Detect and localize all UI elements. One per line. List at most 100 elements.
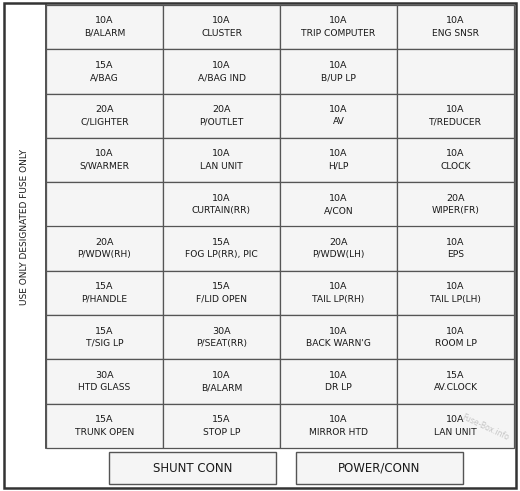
Text: CURTAIN(RR): CURTAIN(RR) (192, 206, 251, 215)
Text: WIPER(FR): WIPER(FR) (432, 206, 479, 215)
Bar (280, 315, 397, 359)
Text: T/REDUCER: T/REDUCER (429, 117, 482, 127)
Text: 15A: 15A (212, 238, 231, 247)
Text: DR LP: DR LP (325, 383, 352, 392)
Text: 20A: 20A (95, 238, 114, 247)
Bar (46, 271, 163, 315)
Text: B/ALARM: B/ALARM (84, 29, 125, 38)
Bar (46, 5, 163, 49)
Text: 20A: 20A (95, 105, 114, 114)
Bar (280, 404, 397, 448)
Text: 20A: 20A (212, 105, 231, 114)
Text: 10A: 10A (212, 61, 231, 70)
Text: AV.CLOCK: AV.CLOCK (434, 383, 477, 392)
Text: 15A: 15A (446, 371, 465, 380)
Text: 20A: 20A (329, 238, 348, 247)
Bar (280, 94, 397, 138)
Bar (397, 5, 514, 49)
Text: TRIP COMPUTER: TRIP COMPUTER (302, 29, 375, 38)
Bar (109, 452, 276, 484)
Text: BACK WARN'G: BACK WARN'G (306, 339, 371, 348)
Text: 10A: 10A (212, 371, 231, 380)
Text: AV: AV (333, 117, 344, 127)
Bar (163, 315, 280, 359)
Text: 15A: 15A (95, 61, 114, 70)
Text: 10A: 10A (212, 16, 231, 26)
Text: 15A: 15A (95, 327, 114, 335)
Bar (280, 271, 397, 315)
Text: 15A: 15A (95, 415, 114, 424)
Bar (46, 315, 163, 359)
Bar (46, 359, 163, 404)
Text: TRUNK OPEN: TRUNK OPEN (75, 428, 134, 436)
Text: C/LIGHTER: C/LIGHTER (80, 117, 129, 127)
Text: 10A: 10A (329, 415, 348, 424)
Text: B/UP LP: B/UP LP (321, 73, 356, 82)
Text: Fuse-Box.info: Fuse-Box.info (460, 412, 510, 442)
Text: P/OUTLET: P/OUTLET (199, 117, 244, 127)
Text: 10A: 10A (212, 193, 231, 203)
Bar (397, 271, 514, 315)
Bar (46, 49, 163, 94)
Text: H/LP: H/LP (328, 162, 349, 171)
Bar (163, 271, 280, 315)
Text: 10A: 10A (212, 149, 231, 159)
Text: TAIL LP(LH): TAIL LP(LH) (430, 295, 481, 303)
Bar (397, 138, 514, 182)
Text: HTD GLASS: HTD GLASS (79, 383, 131, 392)
Bar (397, 182, 514, 226)
Text: LAN UNIT: LAN UNIT (434, 428, 477, 436)
Bar (397, 49, 514, 94)
Bar (163, 182, 280, 226)
Text: 10A: 10A (329, 193, 348, 203)
Text: EPS: EPS (447, 250, 464, 259)
Text: 10A: 10A (446, 282, 465, 291)
Text: 10A: 10A (446, 327, 465, 335)
Text: A/BAG: A/BAG (90, 73, 119, 82)
Text: POWER/CONN: POWER/CONN (339, 462, 421, 474)
Bar (280, 182, 397, 226)
Text: 20A: 20A (446, 193, 465, 203)
Text: FOG LP(RR), PIC: FOG LP(RR), PIC (185, 250, 258, 259)
Text: CLUSTER: CLUSTER (201, 29, 242, 38)
Bar (46, 138, 163, 182)
Text: F/LID OPEN: F/LID OPEN (196, 295, 247, 303)
Text: 10A: 10A (446, 415, 465, 424)
Text: STOP LP: STOP LP (203, 428, 240, 436)
Bar (296, 452, 463, 484)
Bar (280, 359, 397, 404)
Bar (46, 94, 163, 138)
Text: 15A: 15A (212, 282, 231, 291)
Bar (46, 404, 163, 448)
Text: 10A: 10A (329, 16, 348, 26)
Text: 10A: 10A (446, 238, 465, 247)
Bar (46, 226, 163, 271)
Text: 15A: 15A (212, 415, 231, 424)
Text: 10A: 10A (95, 16, 114, 26)
Text: LAN UNIT: LAN UNIT (200, 162, 243, 171)
Text: 10A: 10A (329, 149, 348, 159)
Text: 10A: 10A (329, 327, 348, 335)
Bar (163, 359, 280, 404)
Text: A/CON: A/CON (323, 206, 353, 215)
Bar (163, 49, 280, 94)
Text: USE ONLY DESIGNATED FUSE ONLY: USE ONLY DESIGNATED FUSE ONLY (20, 148, 30, 304)
Bar (163, 404, 280, 448)
Bar (280, 138, 397, 182)
Text: MIRROR HTD: MIRROR HTD (309, 428, 368, 436)
Text: P/HANDLE: P/HANDLE (82, 295, 127, 303)
Bar (397, 359, 514, 404)
Text: 10A: 10A (446, 105, 465, 114)
Text: 10A: 10A (329, 61, 348, 70)
Bar (46, 182, 163, 226)
Text: P/SEAT(RR): P/SEAT(RR) (196, 339, 247, 348)
Text: TAIL LP(RH): TAIL LP(RH) (313, 295, 365, 303)
Text: A/BAG IND: A/BAG IND (198, 73, 245, 82)
Text: 10A: 10A (446, 16, 465, 26)
Bar (163, 94, 280, 138)
Text: ROOM LP: ROOM LP (435, 339, 476, 348)
Text: 10A: 10A (329, 282, 348, 291)
Text: 30A: 30A (95, 371, 114, 380)
Bar (163, 226, 280, 271)
Text: 30A: 30A (212, 327, 231, 335)
